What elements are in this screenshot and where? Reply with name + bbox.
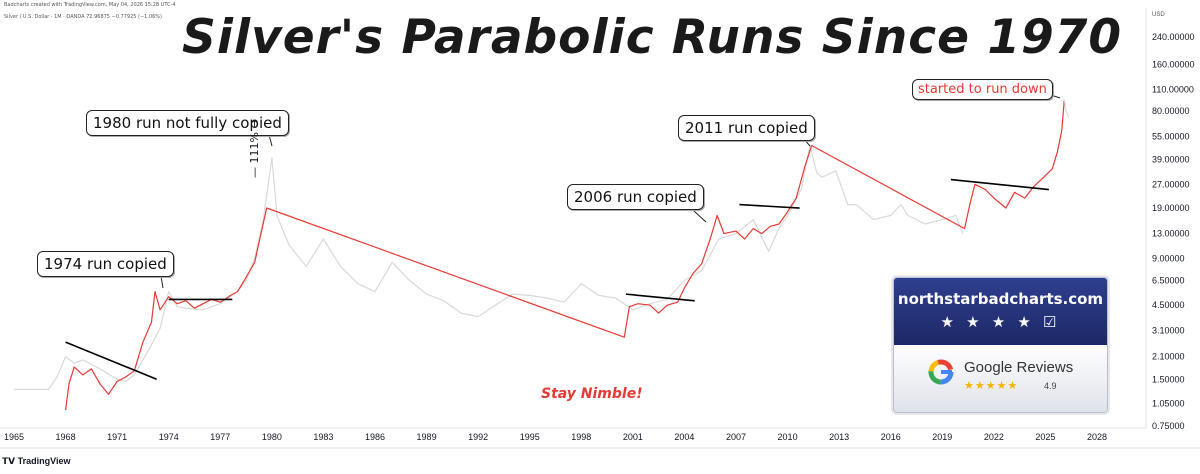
y-tick-label: 6.50000 (1152, 275, 1185, 285)
x-tick-label: 1995 (520, 432, 540, 442)
badge-stars: ★ ★ ★ ★ ☑ (940, 314, 1061, 331)
chart-title: Silver's Parabolic Runs Since 1970 (182, 10, 1123, 65)
x-tick-label: 1977 (210, 432, 230, 442)
percent-label: 111% (248, 132, 261, 164)
google-review-stars: ★★★★★ (964, 380, 1019, 392)
callout-1980: 1980 run not fully copied (86, 110, 289, 136)
currency-label: USD (1152, 12, 1165, 18)
callout-2011: 2011 run copied (678, 115, 815, 141)
x-tick-label: 2001 (623, 432, 643, 442)
price-series-line-1 (65, 99, 1065, 411)
tradingview-logo-icon: 𝗧𝗩 (2, 456, 16, 466)
y-tick-label: 1.50000 (1152, 374, 1185, 384)
callout-1974: 1974 run copied (37, 251, 174, 277)
percent-arrow-label: — 111% → (248, 119, 261, 178)
callout-run-down: started to run down (912, 79, 1053, 100)
y-tick-label: 2.10000 (1152, 352, 1185, 362)
badge-site: northstarbadcharts.com (897, 290, 1104, 308)
google-rating: 4.9 (1044, 381, 1057, 391)
trend-line-3 (739, 203, 800, 209)
x-tick-label: 1992 (468, 432, 488, 442)
x-tick-label: 1998 (571, 432, 591, 442)
x-tick-label: 2010 (778, 432, 798, 442)
trend-line-0 (65, 341, 157, 380)
y-tick-label: 80.00000 (1152, 106, 1190, 116)
trend-line-4 (950, 178, 1049, 191)
price-series-line-2 (1063, 99, 1070, 118)
y-tick-label: 160.00000 (1152, 59, 1195, 69)
price-series-line-0 (14, 144, 964, 390)
y-tick-label: 13.00000 (1152, 229, 1190, 239)
x-tick-label: 1989 (417, 432, 437, 442)
badge-header: northstarbadcharts.com ★ ★ ★ ★ ☑ (894, 278, 1107, 345)
y-tick-label: 1.05000 (1152, 398, 1185, 408)
x-tick-label: 1980 (262, 432, 282, 442)
y-tick-label: 110.00000 (1152, 85, 1194, 95)
y-tick-label: 27.00000 (1152, 179, 1190, 189)
x-tick-label: 1965 (4, 432, 24, 442)
symbol-line: Silver / U.S. Dollar · 1M · OANDA 72.968… (4, 14, 163, 20)
x-tick-label: 2007 (726, 432, 746, 442)
y-tick-label: 55.00000 (1152, 131, 1190, 141)
x-tick-label: 1971 (107, 432, 127, 442)
x-tick-label: 1968 (56, 432, 76, 442)
x-tick-label: 2025 (1035, 432, 1055, 442)
y-tick-label: 39.00000 (1152, 155, 1190, 165)
x-tick-label: 2028 (1087, 432, 1107, 442)
reviews-badge[interactable]: northstarbadcharts.com ★ ★ ★ ★ ☑ Google … (893, 277, 1108, 413)
x-tick-label: 1986 (365, 432, 385, 442)
badge-google-section: Google Reviews ★★★★★ 4.9 (894, 345, 1107, 412)
callout-2006: 2006 run copied (567, 184, 704, 210)
google-reviews-label: Google Reviews (964, 359, 1074, 376)
trend-line-2 (625, 293, 695, 302)
y-tick-label: 4.50000 (1152, 300, 1185, 310)
x-tick-label: 1983 (313, 432, 333, 442)
y-tick-label: 9.00000 (1152, 253, 1185, 263)
x-tick-label: 2016 (881, 432, 901, 442)
x-tick-label: 2013 (829, 432, 849, 442)
y-tick-label: 240.00000 (1152, 32, 1195, 42)
x-tick-label: 2004 (674, 432, 694, 442)
x-tick-label: 1974 (159, 432, 179, 442)
y-tick-label: 19.00000 (1152, 203, 1190, 213)
tradingview-footer[interactable]: 𝗧𝗩 TradingView (2, 456, 70, 467)
x-tick-label: 2019 (932, 432, 952, 442)
y-tick-label: 0.75000 (1152, 421, 1185, 431)
x-tick-label: 2022 (984, 432, 1004, 442)
tradingview-brand: TradingView (17, 456, 71, 466)
stay-nimble-note: Stay Nimble! (541, 386, 643, 402)
created-line: Badcharts created with TradingView.com, … (4, 2, 176, 8)
y-tick-label: 3.10000 (1152, 325, 1185, 335)
google-logo-icon (928, 359, 954, 385)
